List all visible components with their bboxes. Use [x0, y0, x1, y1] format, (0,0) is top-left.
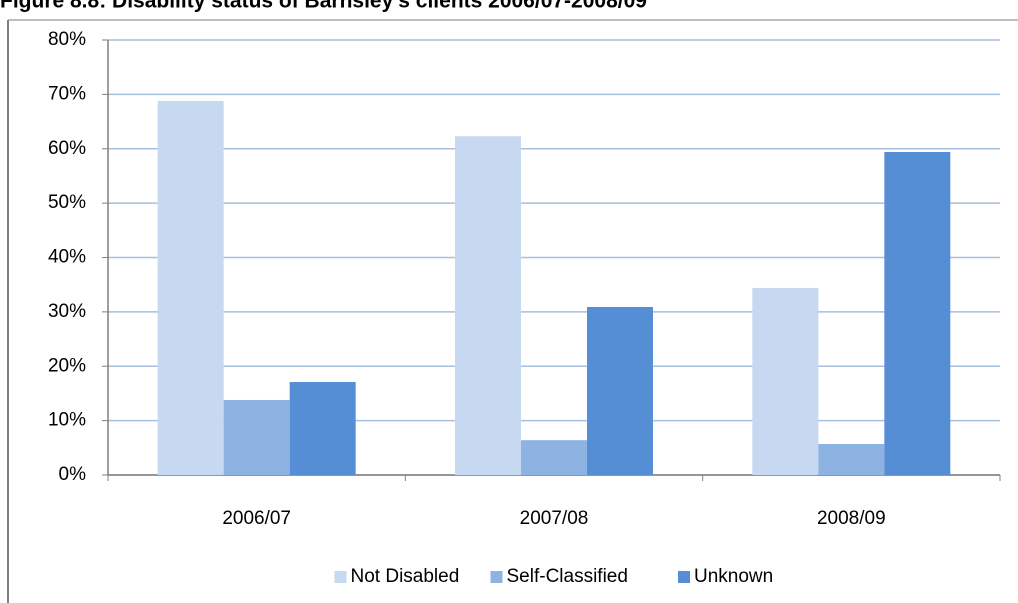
bar: [455, 136, 521, 475]
bar: [521, 440, 587, 475]
x-tick-label: 2007/08: [520, 508, 589, 529]
legend-label: Self-Classified: [507, 566, 628, 587]
chart-title: Figure 8.8: Disability status of Barnsle…: [0, 0, 647, 13]
y-tick-label: 10%: [48, 410, 86, 431]
bar: [587, 306, 653, 475]
legend-label: Not Disabled: [351, 566, 460, 587]
bar: [884, 152, 951, 475]
y-tick-label: 40%: [48, 247, 86, 268]
bar: [818, 444, 885, 475]
y-tick-label: 30%: [48, 301, 86, 322]
legend-swatch: [334, 571, 347, 583]
y-tick-label: 80%: [48, 29, 86, 50]
y-tick-label: 20%: [48, 355, 86, 376]
legend-swatch: [490, 571, 503, 583]
legend-swatch: [678, 571, 690, 583]
y-tick-label: 0%: [59, 464, 87, 485]
x-tick-label: 2006/07: [222, 508, 291, 529]
bar: [157, 100, 224, 476]
y-tick-label: 50%: [48, 192, 86, 213]
bar: [752, 287, 819, 475]
y-tick-label: 60%: [48, 138, 86, 159]
x-tick-label: 2008/09: [817, 508, 886, 529]
legend-label: Unknown: [694, 566, 773, 587]
bar: [289, 382, 356, 475]
bar: [223, 399, 290, 475]
y-tick-label: 70%: [48, 83, 86, 104]
